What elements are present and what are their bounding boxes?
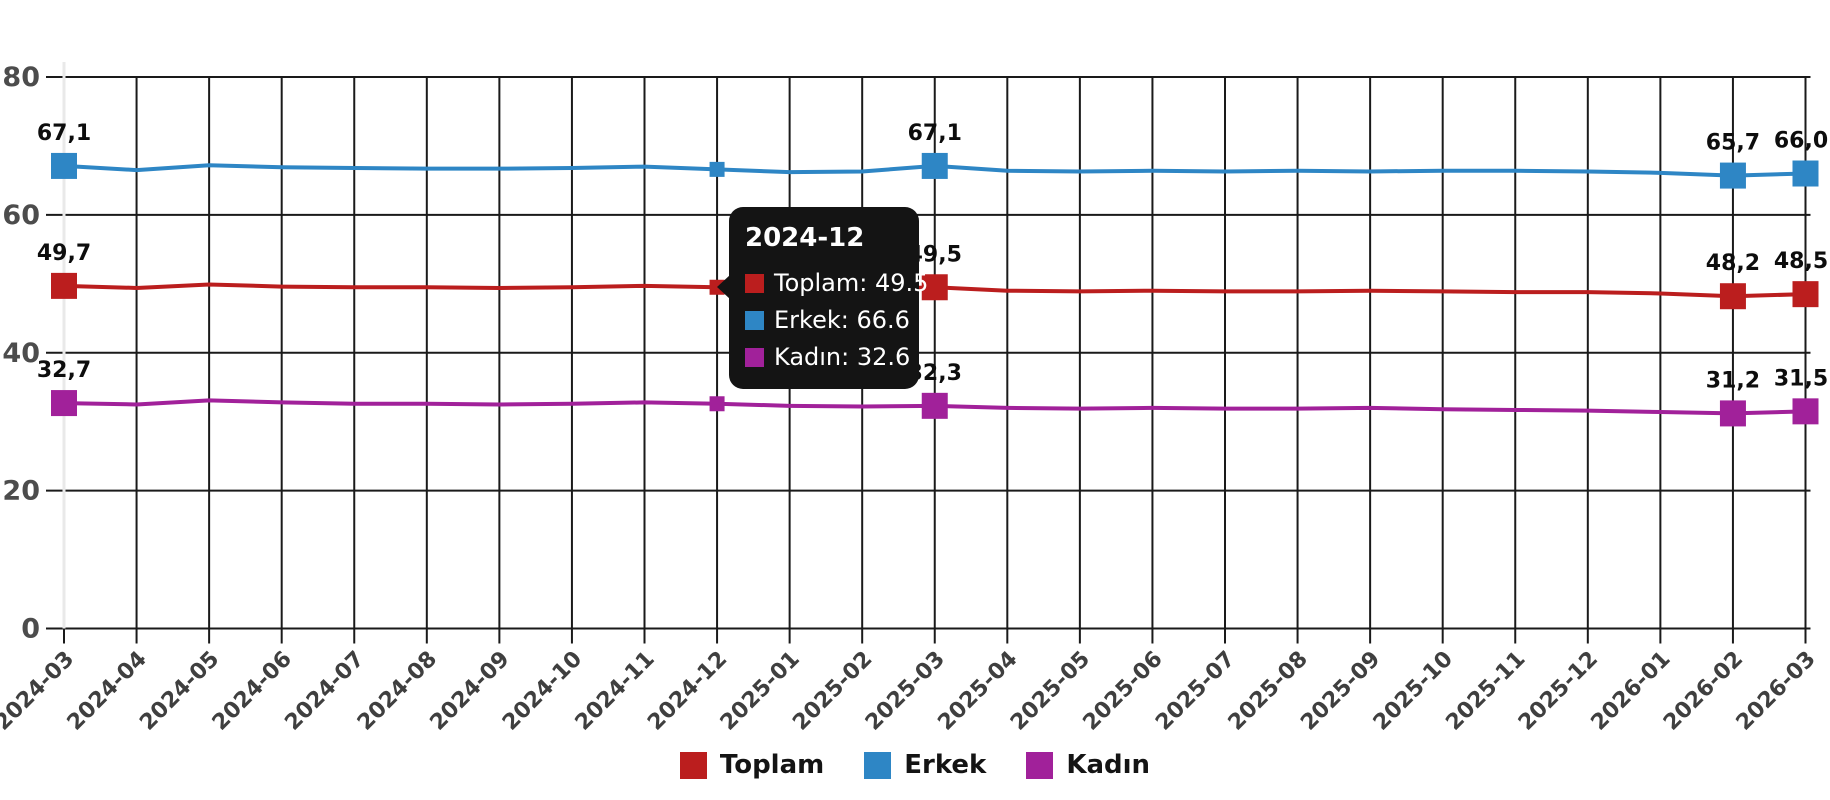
legend-swatch-toplam (679, 751, 707, 779)
data-point-label: 48,5 (1774, 249, 1828, 274)
data-point-marker-erkek[interactable] (1719, 162, 1746, 189)
data-point-label: 48,2 (1706, 251, 1760, 276)
data-point-marker-erkek[interactable] (709, 161, 725, 177)
tooltip-row-text: Erkek: 66.6 (774, 306, 910, 334)
data-point-label: 65,7 (1706, 131, 1760, 156)
data-point-marker-toplam[interactable] (1719, 283, 1746, 310)
data-point-marker-toplam[interactable] (51, 272, 77, 299)
tooltip-swatch-kadin (745, 347, 764, 367)
tooltip-row-text: Toplam: 49.5 (774, 269, 929, 297)
data-point-marker-kad-n[interactable] (1792, 398, 1819, 425)
legend-item-kadin[interactable]: Kadın (1026, 750, 1150, 780)
data-point-marker-erkek[interactable] (921, 152, 948, 179)
tooltip-swatch-erkek (745, 310, 764, 330)
tooltip-swatch-toplam (745, 273, 764, 293)
tooltip-row: Kadın: 32.6 (745, 343, 910, 371)
data-point-label: 67,1 (908, 121, 962, 146)
data-point-marker-kad-n[interactable] (51, 390, 77, 417)
legend-item-toplam[interactable]: Toplam (679, 750, 825, 780)
y-axis-label: 80 (2, 62, 40, 93)
data-point-marker-erkek[interactable] (51, 152, 77, 179)
data-point-marker-kad-n[interactable] (709, 396, 725, 412)
tooltip-title: 2024-12 (745, 223, 865, 253)
legend-label: Erkek (904, 750, 987, 780)
data-point-label: 67,1 (37, 121, 91, 146)
x-axis-label: 2026-03 (1732, 647, 1821, 736)
legend-swatch-kadin (1026, 751, 1054, 779)
data-point-label: 31,2 (1706, 368, 1760, 393)
legend: Toplam Erkek Kadın (0, 750, 1830, 780)
tooltip-row: Erkek: 66.6 (745, 306, 910, 334)
data-point-label: 31,5 (1774, 366, 1828, 391)
data-point-marker-kad-n[interactable] (921, 392, 948, 419)
y-axis-label: 0 (21, 614, 40, 645)
data-point-label: 49,7 (37, 241, 91, 266)
y-axis-label: 40 (2, 338, 40, 369)
legend-label: Kadın (1066, 750, 1151, 780)
legend-item-erkek[interactable]: Erkek (864, 750, 986, 780)
data-point-marker-erkek[interactable] (1792, 160, 1819, 187)
chart-svg: 0204060802024-032024-042024-052024-06202… (0, 62, 1828, 736)
data-point-marker-toplam[interactable] (1792, 281, 1819, 308)
tooltip-row-text: Kadın: 32.6 (774, 343, 911, 371)
legend-label: Toplam (719, 750, 825, 780)
legend-swatch-erkek (864, 751, 892, 779)
data-point-label: 66,0 (1774, 129, 1828, 154)
tooltip-row: Toplam: 49.5 (745, 269, 928, 297)
y-axis-label: 60 (2, 200, 40, 231)
data-point-label: 32,7 (37, 358, 91, 383)
data-point-marker-toplam[interactable] (921, 274, 948, 301)
y-axis-label: 20 (2, 476, 40, 507)
tooltip: 2024-12 Toplam: 49.5 Erkek: 66.6 Kadın: … (717, 207, 928, 389)
data-point-marker-kad-n[interactable] (1719, 400, 1746, 427)
